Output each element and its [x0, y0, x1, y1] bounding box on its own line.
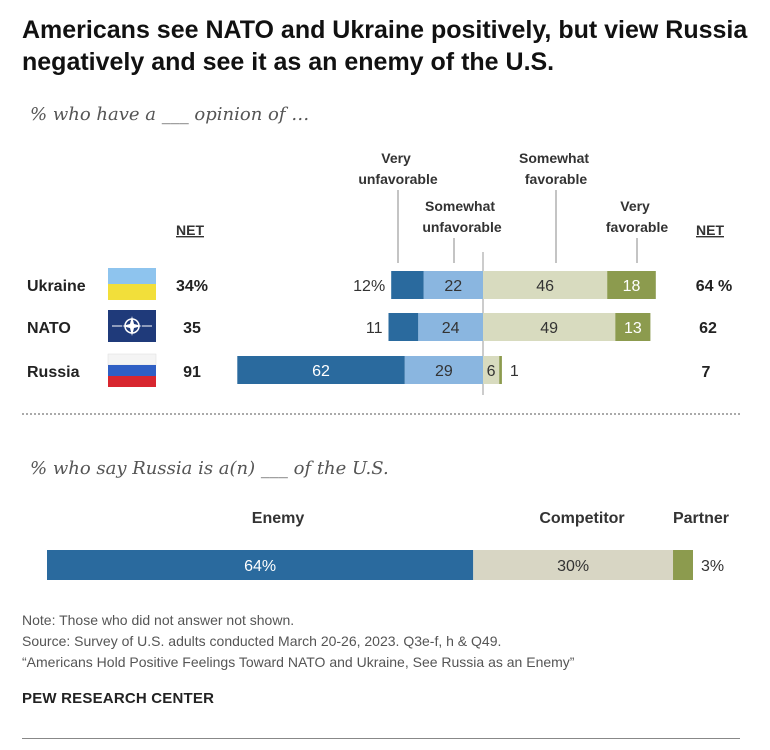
section-divider	[22, 413, 740, 415]
legend-very-unfavorable: Very unfavorable	[358, 150, 438, 187]
label-nato-somewhat-unfavorable: 24	[442, 320, 460, 337]
net-favorable-russia: 7	[702, 364, 711, 381]
favorability-chart: Very unfavorable Somewhat unfavorable So…	[27, 150, 732, 395]
legend-somewhat-unfavorable-line1: Somewhat	[425, 198, 495, 214]
bar-russia-somewhat-unfavorable	[404, 356, 483, 384]
chart2-subtitle: % who say Russia is a(n) ___ of the U.S.	[30, 458, 389, 479]
footer-note: Note: Those who did not answer not shown…	[22, 612, 295, 628]
bar-russia-very-unfavorable	[237, 356, 405, 384]
footer-report: “Americans Hold Positive Feelings Toward…	[22, 654, 575, 670]
bar-ukraine-somewhat-favorable	[483, 271, 608, 299]
bottom-rule	[22, 738, 740, 739]
bar-ukraine-somewhat-unfavorable	[423, 271, 483, 299]
chart-title: Americans see NATO and Ukraine positivel…	[22, 16, 748, 76]
label-russia-very-unfavorable: 62	[312, 363, 330, 380]
bar-nato-very-unfavorable	[388, 313, 419, 341]
label-ukraine-very-unfavorable: 12%	[353, 278, 385, 295]
label-ukraine-somewhat-favorable: 46	[536, 278, 554, 295]
bar-nato-somewhat-favorable	[483, 313, 616, 341]
favorability-rows: Ukraine 34% 64 % NATO 35 62 Russia	[27, 268, 732, 387]
label-nato-very-favorable: 13	[624, 320, 642, 337]
category-header-partner: Partner	[673, 510, 729, 527]
legend-very-unfavorable-line2: unfavorable	[358, 171, 438, 187]
bar-ukraine-very-favorable	[607, 271, 656, 299]
row-ukraine: Ukraine 34% 64 %	[27, 268, 732, 300]
net-unfavorable-russia: 91	[183, 364, 201, 381]
legend-somewhat-unfavorable-line2: unfavorable	[422, 219, 502, 235]
footer-source: Source: Survey of U.S. adults conducted …	[22, 633, 502, 649]
legend-very-favorable-line1: Very	[620, 198, 650, 214]
legend-very-favorable-line2: favorable	[606, 219, 668, 235]
row-russia: Russia 91 7	[27, 353, 711, 387]
category-header-enemy: Enemy	[252, 510, 305, 527]
legend-very-unfavorable-line1: Very	[381, 150, 411, 166]
bar-nato-very-favorable	[615, 313, 651, 341]
net-favorable-header: NET	[696, 222, 724, 238]
label-russia-very-favorable: 1	[510, 363, 519, 380]
legend-somewhat-favorable-line2: favorable	[525, 171, 587, 187]
net-unfavorable-header: NET	[176, 222, 204, 238]
label-russia-somewhat-favorable: 6	[487, 363, 496, 380]
net-unfavorable-nato: 35	[183, 320, 201, 337]
bar-competitor	[473, 550, 674, 580]
label-russia-somewhat-unfavorable: 29	[435, 363, 453, 380]
category-label-ukraine: Ukraine	[27, 278, 86, 295]
label-partner: 3%	[701, 558, 724, 575]
bar-russia-very-favorable	[499, 356, 502, 384]
net-favorable-nato: 62	[699, 320, 717, 337]
bar-enemy	[47, 550, 474, 580]
ukraine-flag-icon	[108, 268, 156, 300]
nato-flag-icon	[108, 310, 156, 342]
category-header-competitor: Competitor	[539, 510, 624, 527]
bar-ukraine-very-unfavorable	[391, 271, 424, 299]
chart1-subtitle: % who have a ___ opinion of …	[30, 104, 310, 125]
legend-somewhat-unfavorable: Somewhat unfavorable	[422, 198, 502, 235]
bar-partner	[673, 550, 693, 580]
label-nato-somewhat-favorable: 49	[540, 320, 558, 337]
legend-somewhat-favorable-line1: Somewhat	[519, 150, 589, 166]
relationship-bar: Enemy 64% Competitor 30% Partner 3%	[47, 510, 729, 580]
label-ukraine-somewhat-unfavorable: 22	[444, 278, 462, 295]
label-ukraine-very-favorable: 18	[623, 278, 641, 295]
legend-very-favorable: Very favorable	[606, 198, 668, 235]
russia-relationship-chart: Enemy 64% Competitor 30% Partner 3%	[47, 510, 729, 580]
label-enemy: 64%	[244, 558, 276, 575]
footer-notes: Note: Those who did not answer not shown…	[22, 610, 574, 673]
row-nato: NATO 35 62	[27, 310, 717, 342]
category-label-russia: Russia	[27, 364, 80, 381]
bar-russia-somewhat-favorable	[483, 356, 500, 384]
russia-flag-icon	[107, 353, 157, 387]
net-favorable-ukraine: 64 %	[696, 278, 732, 295]
label-competitor: 30%	[557, 558, 589, 575]
label-nato-very-unfavorable: 11	[366, 320, 383, 337]
brand-logo-text: PEW RESEARCH CENTER	[22, 690, 215, 707]
net-unfavorable-ukraine: 34%	[176, 278, 208, 295]
legend-somewhat-favorable: Somewhat favorable	[519, 150, 593, 187]
bar-nato-somewhat-unfavorable	[418, 313, 483, 341]
category-label-nato: NATO	[27, 320, 71, 337]
